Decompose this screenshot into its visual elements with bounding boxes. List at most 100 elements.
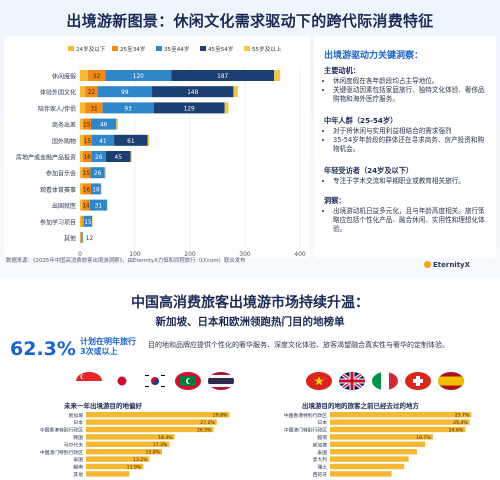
data-label: 41: [99, 139, 107, 145]
category-label: 意大利: [313, 456, 328, 463]
data-label: 16: [83, 187, 91, 193]
bar-segment: [274, 70, 281, 81]
data-label: 27.2%: [200, 420, 215, 426]
legend-swatch: [200, 46, 206, 51]
stat-label: 计划在明年旅行 3次或以上: [80, 337, 136, 357]
eternityx-logo: EternityX: [424, 261, 470, 269]
insight-section-middle-age: 中年人群（25-54岁） 对于将休闲与实用利益相结合的需求强烈 35-54岁年龄…: [324, 116, 490, 154]
bar-segment: [104, 167, 106, 179]
category-label: 日本: [317, 419, 327, 426]
x-tick-label: 300: [239, 251, 251, 258]
bar-segment: [100, 183, 102, 195]
data-label: 45: [115, 155, 123, 161]
bar: [86, 419, 217, 425]
bar: [86, 449, 163, 455]
bar-segment: [82, 151, 92, 162]
x-tick-label: 100: [129, 251, 141, 258]
bar-segment: [81, 215, 84, 227]
data-label: 31: [90, 106, 98, 112]
category-label: 出国就医: [52, 202, 76, 210]
data-label: 26: [94, 171, 102, 177]
vietnam-flag-icon: [306, 372, 332, 390]
category-label: 泰国: [73, 456, 83, 463]
end-data-label: 12: [86, 236, 94, 242]
legend-swatch: [68, 46, 74, 51]
category-label: 新加坡: [69, 412, 84, 419]
bar: [330, 463, 405, 470]
bar-segment: [105, 151, 131, 162]
data-label: 18.7%: [416, 435, 431, 441]
insight-heading: 洞察：: [324, 196, 346, 205]
category-label: 参加音乐会: [46, 170, 76, 178]
data-label: 22: [88, 90, 96, 96]
bar: [330, 426, 466, 433]
bar: [86, 456, 150, 462]
data-label: 46: [100, 123, 108, 129]
south-korea-flag-icon: [142, 372, 168, 390]
bar-segment: [130, 151, 132, 162]
data-label: 17.3%: [153, 442, 168, 448]
age-motivation-stacked-bar-chart: 24岁及以下 25至34岁 35至44岁 45至54岁 55岁及以上 0 100 200 300…: [16, 45, 306, 268]
category-label: 瑞士: [317, 464, 327, 471]
bar: [330, 419, 470, 425]
bar: [86, 426, 214, 433]
spain-flag-icon: [438, 372, 464, 390]
data-label: 18: [92, 187, 100, 193]
insight-bullet: 关键驱动因素包括家庭旅行、独特文化体验、奢侈品购物和海外医疗服务。: [333, 86, 490, 104]
category-label: 中国香港特别行政区: [284, 412, 327, 419]
bar-segment: [80, 167, 83, 179]
insight-bullet: 对于将休闲与实用利益相结合的需求强烈: [333, 127, 490, 136]
category-label: 中国香港特别行政区: [40, 427, 83, 434]
bar-segment: [80, 183, 83, 195]
flags-left: [76, 372, 234, 390]
data-label: 32: [93, 74, 101, 80]
bar-segment: [152, 86, 234, 98]
legend-label: 45至54岁: [208, 45, 233, 53]
bar: [330, 471, 392, 477]
data-label: 11.9%: [127, 464, 142, 470]
legend-label: 24岁及以下: [76, 45, 106, 53]
data-label: 15: [84, 139, 92, 145]
category-label: 体验外国文化: [40, 89, 76, 97]
bar-segment: [91, 134, 115, 146]
category-label: 越南: [317, 434, 327, 441]
bar-segment: [85, 86, 98, 98]
bar-segment: [80, 232, 81, 243]
legend-item: 25至34岁: [112, 45, 145, 53]
category-label: 休闲度假: [52, 73, 76, 81]
page-title: 出境游新图景：休闲文化需求驱动下的跨代际消费特征: [66, 12, 434, 30]
insight-section-motivation: 主要动机： 休闲度假在各年龄段均占主导地位。 关键驱动因素包括家庭旅行、独特文化…: [324, 66, 490, 104]
insight-section-young: 年轻受访者（24岁及以下） 专注于学术交流和早期职业或教育相关旅行。: [324, 166, 490, 186]
thailand-flag-icon: [208, 372, 234, 390]
data-label: 129: [184, 106, 195, 112]
data-label: 24.6%: [449, 427, 464, 433]
bar-segment: [80, 70, 88, 81]
data-label: 93: [124, 106, 132, 112]
bar-segment: [102, 102, 154, 114]
bar: [86, 412, 230, 418]
bar-segment: [82, 199, 90, 211]
bar-segment: [82, 183, 91, 195]
data-label: 61: [127, 139, 135, 145]
bar-segment: [83, 134, 92, 146]
insight-heading: 主要动机：: [324, 66, 360, 75]
legend-item: 35至44岁: [156, 45, 189, 53]
data-label: 14: [82, 204, 90, 210]
legend-item: 55岁及以上: [244, 45, 282, 53]
insight-bullet: 专注于学术交流和早期职业或教育相关旅行。: [333, 177, 490, 186]
category-label: 房地产或金融产品投资: [16, 154, 76, 162]
legend-label: 35至44岁: [164, 45, 189, 53]
insight-heading: 中年人群（25-54岁）: [324, 116, 398, 125]
bar-segment: [80, 102, 86, 114]
insight-bullet: 35-54岁年龄段的群体还在寻求商务、房产投资和购物机会。: [333, 136, 490, 154]
bar-segment: [91, 183, 101, 195]
data-label: 15: [83, 123, 91, 129]
data-label: 26: [95, 155, 103, 161]
bar-segment: [80, 199, 83, 211]
bar-segment: [89, 199, 107, 211]
bar: [330, 441, 426, 447]
bar-segment: [171, 70, 275, 81]
category-label: 参加学习项目: [40, 218, 76, 226]
data-label: 15: [83, 171, 91, 177]
insight-heading: 年轻受访者（24岁及以下）: [324, 166, 414, 175]
